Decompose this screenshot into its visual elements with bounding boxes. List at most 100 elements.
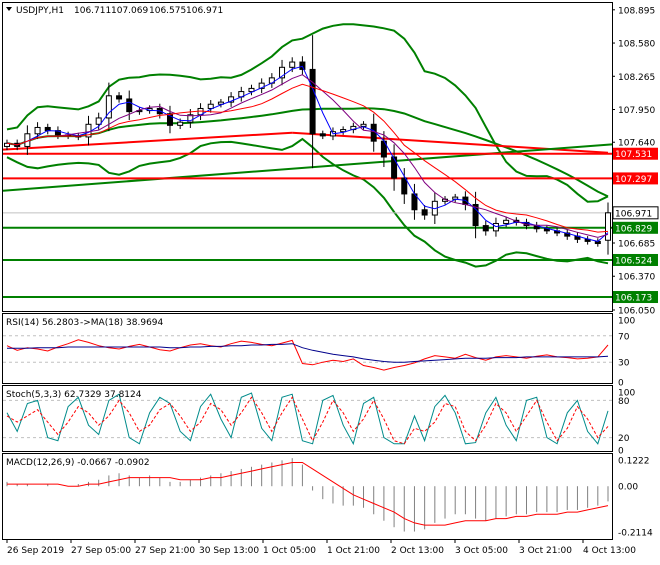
- candle-body: [217, 101, 224, 105]
- moving-average-line: [6, 65, 609, 242]
- red-trend-line: [292, 131, 609, 154]
- y-tick-label: 108.895: [618, 6, 655, 16]
- price-symbol: USDJPY,H1: [16, 6, 64, 16]
- price-close: 106.971: [186, 6, 223, 16]
- y-tick-label: 20: [618, 434, 630, 444]
- stoch-main-line: [6, 392, 609, 446]
- candle-body: [421, 209, 428, 216]
- candle-body: [482, 225, 489, 232]
- y-tick-label: 106.050: [618, 307, 655, 317]
- slow-ma-line: [6, 107, 609, 198]
- moving-average-line: [6, 74, 609, 238]
- x-tick-label: 1 Oct 21:00: [327, 546, 380, 556]
- green-trend-line: [2, 143, 613, 192]
- candle-body: [34, 126, 41, 135]
- candle-body: [299, 61, 306, 70]
- candle-body: [492, 222, 499, 232]
- y-tick-label: 100: [618, 317, 635, 327]
- y-tick-label: 107.950: [618, 106, 655, 116]
- x-axis-ticks: 26 Sep 2019 27 Sep 05:00 27 Sep 21:00 30 Se…: [6, 539, 636, 556]
- x-tick-label: 4 Oct 13:00: [583, 546, 636, 556]
- y-tick-label: 108.580: [618, 40, 655, 50]
- stoch-title: Stoch(5,3,3) 62.7329 37.8124: [6, 390, 142, 400]
- y-tick-label: 108.265: [618, 73, 655, 83]
- red-trend-line: [2, 131, 293, 151]
- candle-body: [207, 103, 214, 109]
- candle-body: [177, 121, 184, 126]
- candle-body: [279, 66, 286, 79]
- rsi-pane-frame[interactable]: [2, 313, 613, 384]
- x-tick-label: 3 Oct 05:00: [455, 546, 508, 556]
- x-tick-label: 26 Sep 2019: [7, 546, 64, 556]
- candle-body: [187, 114, 194, 123]
- upper-band-line: [6, 23, 609, 203]
- y-tick-label: 30: [618, 359, 630, 369]
- candle-body: [503, 219, 510, 224]
- x-tick-label: 3 Oct 21:00: [519, 546, 572, 556]
- x-tick-label: 2 Oct 13:00: [391, 546, 444, 556]
- candle-body: [472, 203, 479, 227]
- level-label: 107.297: [615, 175, 652, 185]
- rsi-signal-title: ->MA(18) 38.9694: [80, 318, 164, 328]
- pane-frames: [2, 2, 613, 540]
- macd-pane-frame[interactable]: [2, 453, 613, 540]
- y-tick-label: 0: [618, 447, 624, 457]
- level-label: 106.173: [615, 294, 652, 304]
- stoch-pane-frame[interactable]: [2, 385, 613, 452]
- macd-signal-line: [7, 462, 609, 526]
- price-title: USDJPY,H1 106.711 107.069 106.575 106.97…: [6, 6, 223, 16]
- candle-body: [309, 68, 316, 135]
- x-tick-label: 1 Oct 05:00: [263, 546, 316, 556]
- candle-body: [391, 156, 398, 179]
- candle-body: [228, 96, 235, 103]
- candle-body: [605, 212, 611, 241]
- price-pane-frame[interactable]: [2, 2, 613, 312]
- level-label-bg: [613, 221, 658, 234]
- candle-body: [248, 87, 255, 93]
- level-label: 106.524: [615, 256, 652, 266]
- y-tick-label: 0: [618, 379, 624, 389]
- y-axis-ticks: 108.895 108.580 108.265 107.950 107.640 106.6…: [612, 6, 655, 317]
- candle-body: [4, 142, 10, 147]
- y-tick-label: 0.1222: [618, 457, 650, 467]
- y-tick-label: 80: [618, 397, 630, 407]
- rsi-ma-line: [7, 343, 609, 363]
- candles: [4, 35, 611, 255]
- candle-body: [289, 61, 296, 68]
- moving-averages: [6, 65, 609, 242]
- moving-average-line: [6, 83, 609, 233]
- candle-body: [116, 95, 123, 100]
- y-tick-label: 70: [618, 332, 630, 342]
- x-tick-label: 30 Sep 13:00: [199, 546, 259, 556]
- y-tick-label: -0.2114: [618, 528, 653, 538]
- candle-body: [258, 82, 265, 89]
- rsi-title: RSI(14) 56.2803: [6, 318, 79, 328]
- stoch-signal-line: [6, 396, 609, 445]
- lower-band-line: [6, 137, 609, 268]
- candle-body: [95, 117, 102, 125]
- level-label-bg: [613, 172, 658, 185]
- y-tick-label: 0.00: [618, 483, 638, 493]
- level-label-bg: [613, 147, 658, 160]
- price-high: 107.069: [111, 6, 148, 16]
- current-price-label-bg: [612, 206, 659, 220]
- candle-body: [105, 95, 112, 119]
- candle-body: [340, 129, 347, 133]
- candle-body: [126, 98, 133, 113]
- y-tick-label: 106.685: [618, 239, 655, 249]
- level-label: 107.531: [615, 150, 652, 160]
- macd-title: MACD(12,26,9) -0.0667 -0.0902: [6, 458, 150, 468]
- y-tick-label: 107.640: [618, 139, 655, 149]
- candle-body: [166, 113, 173, 126]
- collapse-triangle-icon[interactable]: [6, 7, 12, 11]
- level-label-bg: [613, 253, 658, 266]
- x-tick-label: 27 Sep 21:00: [135, 546, 195, 556]
- current-price-label: 106.971: [615, 209, 652, 219]
- x-tick-label: 27 Sep 05:00: [71, 546, 131, 556]
- trend-lines: [2, 131, 613, 192]
- level-label: 106.829: [615, 224, 652, 234]
- candle-body: [360, 123, 367, 127]
- candle-body: [319, 133, 326, 137]
